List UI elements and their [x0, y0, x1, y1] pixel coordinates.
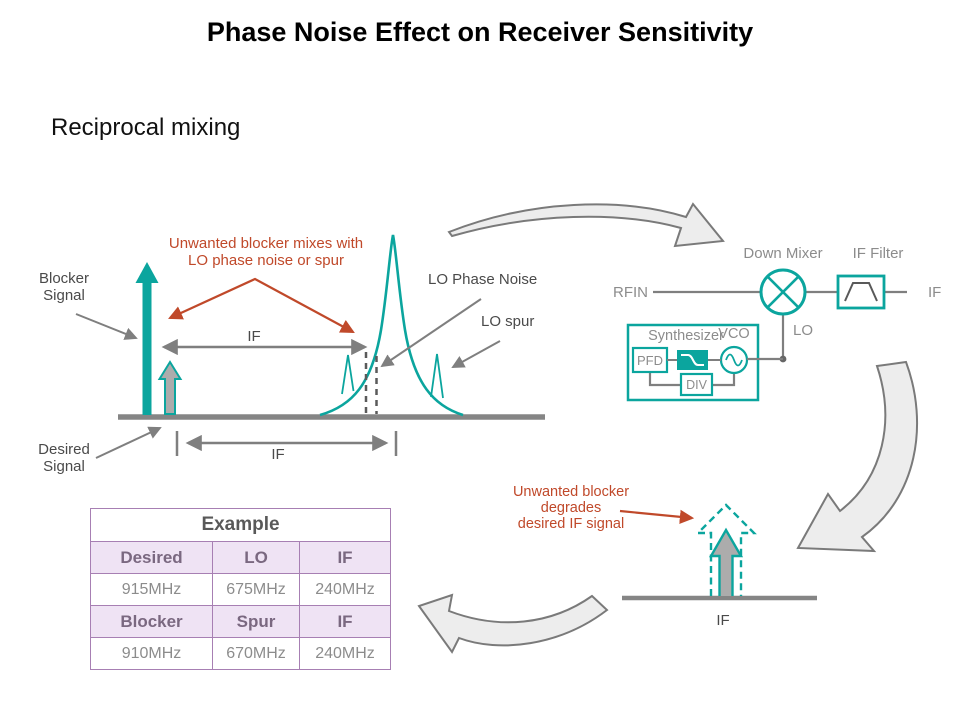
blocker-if-dashed-arrow	[695, 503, 757, 596]
if-output-diagram	[619, 503, 817, 601]
table-cell: IF	[298, 541, 392, 574]
lo-spur-right	[430, 353, 444, 399]
lo-label: LO	[793, 322, 814, 339]
table-cell: Spur	[212, 605, 300, 638]
blocker-signal-label: Blocker Signal	[38, 270, 90, 304]
lo-spur-label: LO spur	[481, 313, 535, 330]
table-cell: 670MHz	[212, 637, 300, 670]
desired-if-arrow	[708, 527, 744, 596]
if-span-lower-arrow	[175, 431, 398, 456]
table-cell: 675MHz	[212, 573, 300, 606]
table-cell: 915MHz	[90, 573, 213, 606]
synthesizer-box	[626, 323, 760, 402]
slide-subtitle: Reciprocal mixing	[51, 114, 241, 141]
div-label: DIV	[686, 378, 707, 392]
mixer-symbol	[759, 268, 807, 316]
lo-spur-pointer-arrow	[451, 340, 501, 368]
annotation-v-arrow	[168, 277, 355, 334]
table-cell: 910MHz	[90, 637, 213, 670]
table-row: 910MHz 670MHz 240MHz	[90, 637, 392, 670]
rfin-label: RFIN	[613, 284, 648, 301]
synthesizer-label: Synthesizer	[648, 328, 724, 344]
phase-noise-curve	[319, 234, 464, 417]
if-filter-label: IF Filter	[852, 245, 904, 262]
spectrum-diagram	[75, 234, 545, 459]
blocker-arrow	[135, 262, 159, 415]
table-row: Blocker Spur IF	[90, 605, 392, 638]
flow-arrow-right-icon	[796, 360, 919, 553]
pfd-label: PFD	[637, 353, 663, 368]
degrade-annotation: Unwanted blocker degrades desired IF sig…	[512, 484, 630, 532]
table-cell: IF	[298, 605, 392, 638]
blocker-mixing-annotation: Unwanted blocker mixes with LO phase noi…	[168, 235, 364, 269]
if-span-upper-label: IF	[247, 328, 261, 345]
if-filter-symbol	[836, 274, 886, 310]
loop-filter-box	[677, 350, 708, 370]
div-box	[679, 372, 714, 397]
if-output-label: IF	[716, 612, 730, 629]
receiver-chain-diagram	[626, 268, 907, 402]
table-row: 915MHz 675MHz 240MHz	[90, 573, 392, 606]
degrade-pointer-arrow	[619, 509, 695, 524]
if-out-label: IF	[928, 284, 942, 301]
table-cell: 240MHz	[298, 573, 392, 606]
table-row: Desired LO IF	[90, 541, 392, 574]
vco-symbol	[719, 345, 749, 375]
if-span-lower-label: IF	[271, 446, 285, 463]
table-cell: 240MHz	[298, 637, 392, 670]
vco-label: VCO	[718, 326, 750, 342]
example-table: Example Desired LO IF 915MHz 675MHz 240M…	[89, 508, 392, 670]
desired-arrow	[157, 360, 183, 415]
flow-arrow-bottom-icon	[417, 593, 609, 654]
page-title: Phase Noise Effect on Receiver Sensitivi…	[206, 17, 754, 47]
down-mixer-label: Down Mixer	[743, 245, 823, 262]
pfd-box	[631, 346, 669, 374]
flow-arrow-top-icon	[447, 202, 725, 248]
table-cell: Desired	[90, 541, 213, 574]
pll-internal-lines	[667, 358, 783, 361]
offset-dashed-lines	[364, 352, 378, 414]
lo-spur-left	[341, 354, 355, 395]
blocker-pointer-arrow	[75, 313, 138, 340]
lo-phase-noise-label: LO Phase Noise	[428, 271, 538, 288]
desired-pointer-arrow	[95, 426, 162, 459]
desired-signal-label: Desired Signal	[38, 441, 90, 475]
table-cell: Blocker	[90, 605, 213, 638]
table-title: Example	[89, 508, 392, 542]
table-cell: LO	[212, 541, 300, 574]
phase-noise-pointer-arrow	[380, 298, 482, 368]
